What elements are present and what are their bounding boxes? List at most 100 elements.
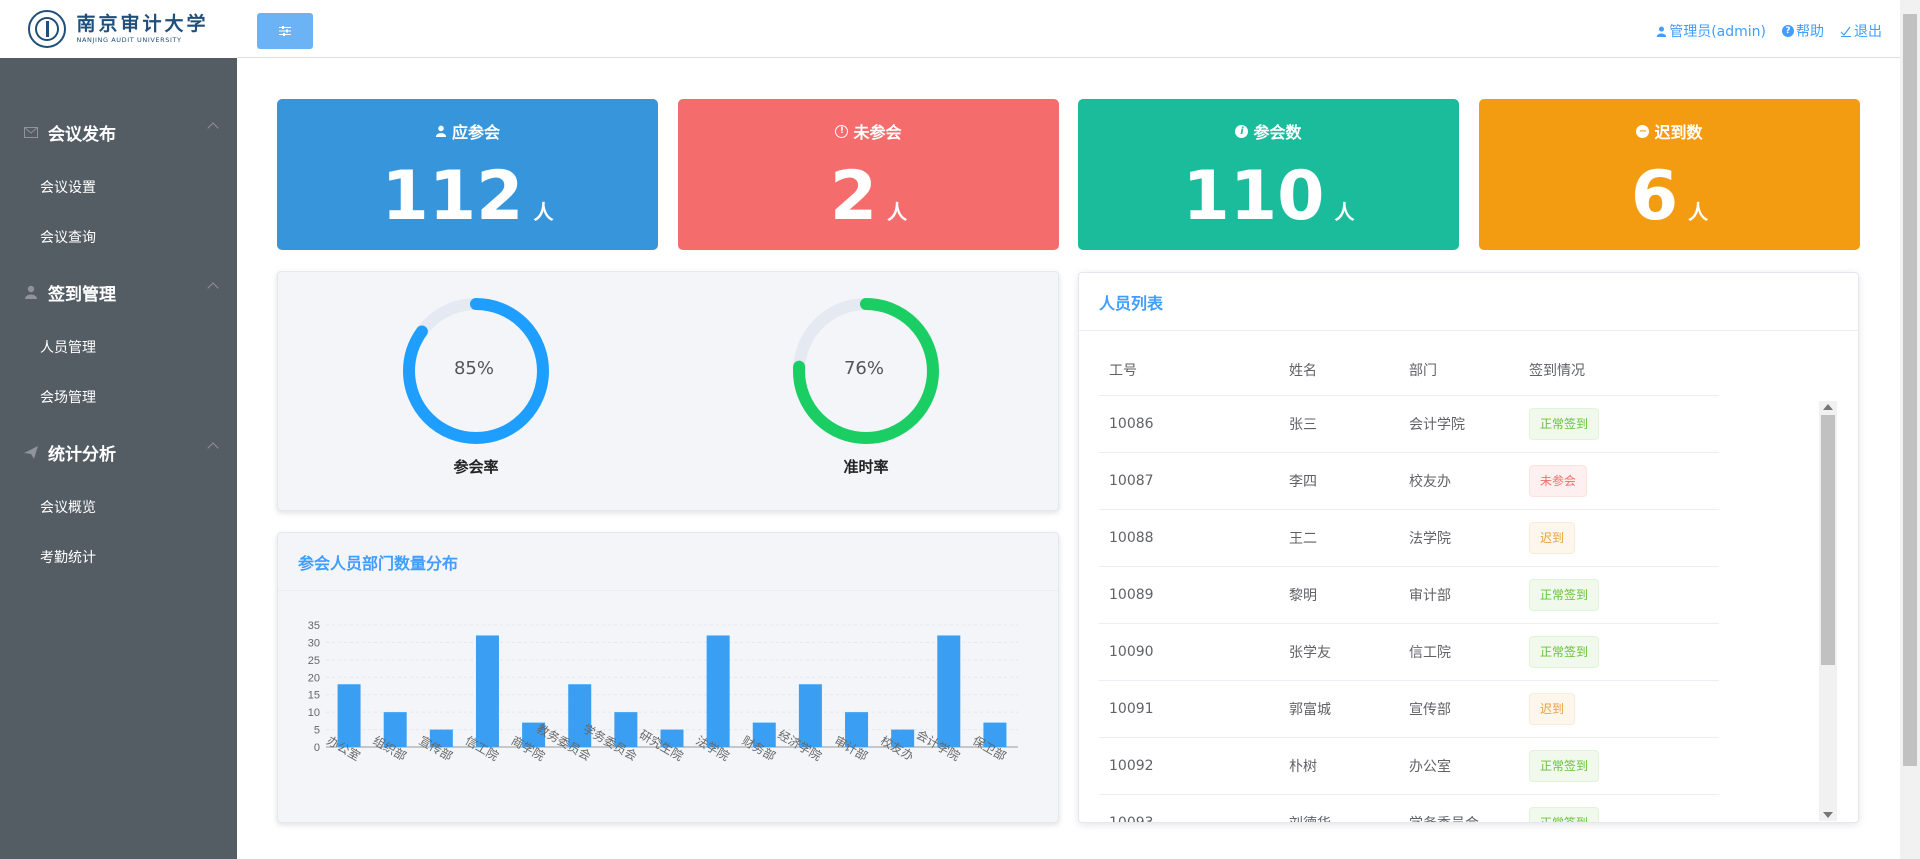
page-scrollbar[interactable] <box>1900 0 1920 859</box>
status-badge: 正常签到 <box>1529 578 1600 611</box>
table-row[interactable]: 10089 黎明 审计部 正常签到 <box>1099 566 1719 624</box>
cell-status: 未参会 <box>1519 452 1719 510</box>
y-tick-label: 15 <box>308 690 320 702</box>
cell-id: 10088 <box>1099 509 1279 567</box>
menu-item-meeting-overview[interactable]: 会议概览 <box>0 482 237 532</box>
table-row[interactable]: 10086 张三 会计学院 正常签到 <box>1099 395 1719 453</box>
department-chart-panel: 参会人员部门数量分布 0 5 10 15 20 25 30 35 办公室 组织部 宣传部 信工院 商学院… <box>277 532 1059 823</box>
menu-group-label: 签到管理 <box>48 284 116 305</box>
column-header: 工号 <box>1099 345 1279 396</box>
cell-dept: 学务委员会 <box>1399 794 1519 822</box>
scroll-down-icon[interactable] <box>1823 812 1833 818</box>
menu-item-meeting-query[interactable]: 会议查询 <box>0 212 237 262</box>
top-bar: 管理员(admin) ? 帮助 退出 <box>237 0 1900 58</box>
stat-card-expected: 应参会 112 人 <box>277 99 658 250</box>
table-row[interactable]: 10088 王二 法学院 迟到 <box>1099 509 1719 567</box>
cell-name: 朴树 <box>1279 737 1399 795</box>
attendance-rate-gauge: 85% 参会率 <box>399 296 553 477</box>
menu-group-statistics[interactable]: 统计分析 <box>0 422 237 482</box>
user-menu-link[interactable]: 管理员(admin) <box>1656 21 1766 41</box>
scroll-up-icon[interactable] <box>1823 404 1833 410</box>
menu-item-meeting-settings[interactable]: 会议设置 <box>0 162 237 212</box>
logo-name-en: NANJING AUDIT UNIVERSITY <box>76 36 182 44</box>
user-name: 管理员(admin) <box>1669 24 1766 40</box>
user-icon <box>435 125 447 137</box>
cell-name: 黎明 <box>1279 566 1399 624</box>
people-list-panel: 人员列表 工号 姓名 部门 签到情况 10086 张三 会计学院 正常签到 10087 李… <box>1078 272 1859 823</box>
cell-status: 正常签到 <box>1519 395 1719 453</box>
table-scrollbar[interactable] <box>1819 401 1837 821</box>
logo-name-cn: 南京审计大学 <box>76 13 209 35</box>
gauge-percent: 85% <box>453 358 494 379</box>
bar-1 <box>337 684 361 747</box>
cell-id: 10086 <box>1099 395 1279 453</box>
menu-item-attendance-stats[interactable]: 考勤统计 <box>0 532 237 582</box>
column-header: 部门 <box>1399 345 1519 396</box>
menu-item-venue-management[interactable]: 会场管理 <box>0 372 237 422</box>
cell-dept: 宣传部 <box>1399 680 1519 738</box>
bar-11 <box>798 684 822 747</box>
minus-circle-icon: − <box>1636 124 1650 138</box>
status-badge: 未参会 <box>1529 464 1588 497</box>
sidebar: 南京审计大学 NANJING AUDIT UNIVERSITY 会议发布 会议设… <box>0 0 237 859</box>
bar-10 <box>752 722 776 747</box>
cell-name: 张三 <box>1279 395 1399 453</box>
gauge-percent: 76% <box>843 358 884 379</box>
table-row[interactable]: 10087 李四 校友办 未参会 <box>1099 452 1719 510</box>
stat-title: 参会数 <box>1253 123 1302 142</box>
warning-icon: ! <box>835 124 849 138</box>
stat-card-attended: i 参会数 110 人 <box>1078 99 1459 250</box>
logout-link[interactable]: 退出 <box>1840 21 1882 41</box>
cell-name: 郭富城 <box>1279 680 1399 738</box>
status-badge: 迟到 <box>1529 692 1576 725</box>
column-header: 签到情况 <box>1519 345 1719 396</box>
bar-6 <box>568 684 592 747</box>
bar-3 <box>429 729 453 747</box>
stat-unit: 人 <box>1334 200 1355 224</box>
menu-group-label: 统计分析 <box>48 444 116 465</box>
bar-15 <box>983 722 1007 747</box>
gauge-label: 准时率 <box>843 458 889 476</box>
cell-name: 张学友 <box>1279 623 1399 681</box>
scrollbar-thumb[interactable] <box>1903 14 1917 766</box>
menu-group-meeting-publish[interactable]: 会议发布 <box>0 102 237 162</box>
sidebar-toggle-button[interactable] <box>257 13 313 49</box>
status-badge: 正常签到 <box>1529 806 1600 822</box>
table-row[interactable]: 10093刘德华学务委员会正常签到 <box>1099 794 1719 822</box>
table-row[interactable]: 10091 郭富城 宣传部 迟到 <box>1099 680 1719 738</box>
help-link[interactable]: ? 帮助 <box>1782 21 1824 41</box>
cell-dept: 办公室 <box>1399 737 1519 795</box>
table-row[interactable]: 10090 张学友 信工院 正常签到 <box>1099 623 1719 681</box>
table-header-row: 工号 姓名 部门 签到情况 <box>1099 345 1719 396</box>
cell-dept: 信工院 <box>1399 623 1519 681</box>
menu-item-label: 会议概览 <box>40 500 96 516</box>
help-label: 帮助 <box>1796 24 1824 40</box>
cell-dept: 审计部 <box>1399 566 1519 624</box>
cell-id: 10091 <box>1099 680 1279 738</box>
gauge-arc <box>403 298 549 444</box>
cell-id: 10089 <box>1099 566 1279 624</box>
menu-group-checkin-management[interactable]: 签到管理 <box>0 262 237 322</box>
y-tick-label: 20 <box>308 672 320 684</box>
stat-title: 迟到数 <box>1654 123 1703 142</box>
user-icon <box>1656 26 1667 37</box>
cell-name: 王二 <box>1279 509 1399 567</box>
status-badge: 迟到 <box>1529 521 1576 554</box>
send-icon <box>22 445 40 459</box>
menu-item-staff-management[interactable]: 人员管理 <box>0 322 237 372</box>
bar-9 <box>706 635 730 747</box>
scrollbar-thumb[interactable] <box>1821 415 1835 665</box>
gauge-label: 参会率 <box>453 458 499 476</box>
stat-unit: 人 <box>1688 200 1709 224</box>
cell-name: 李四 <box>1279 452 1399 510</box>
cell-status: 正常签到 <box>1519 566 1719 624</box>
cell-status: 迟到 <box>1519 509 1719 567</box>
table-row[interactable]: 10092 朴树 办公室 正常签到 <box>1099 737 1719 795</box>
cell-status: 迟到 <box>1519 680 1719 738</box>
bar-4 <box>475 635 499 747</box>
bar-12 <box>845 712 869 747</box>
cell-dept: 会计学院 <box>1399 395 1519 453</box>
bar-14 <box>937 635 961 747</box>
stat-value: 2 <box>829 157 878 236</box>
